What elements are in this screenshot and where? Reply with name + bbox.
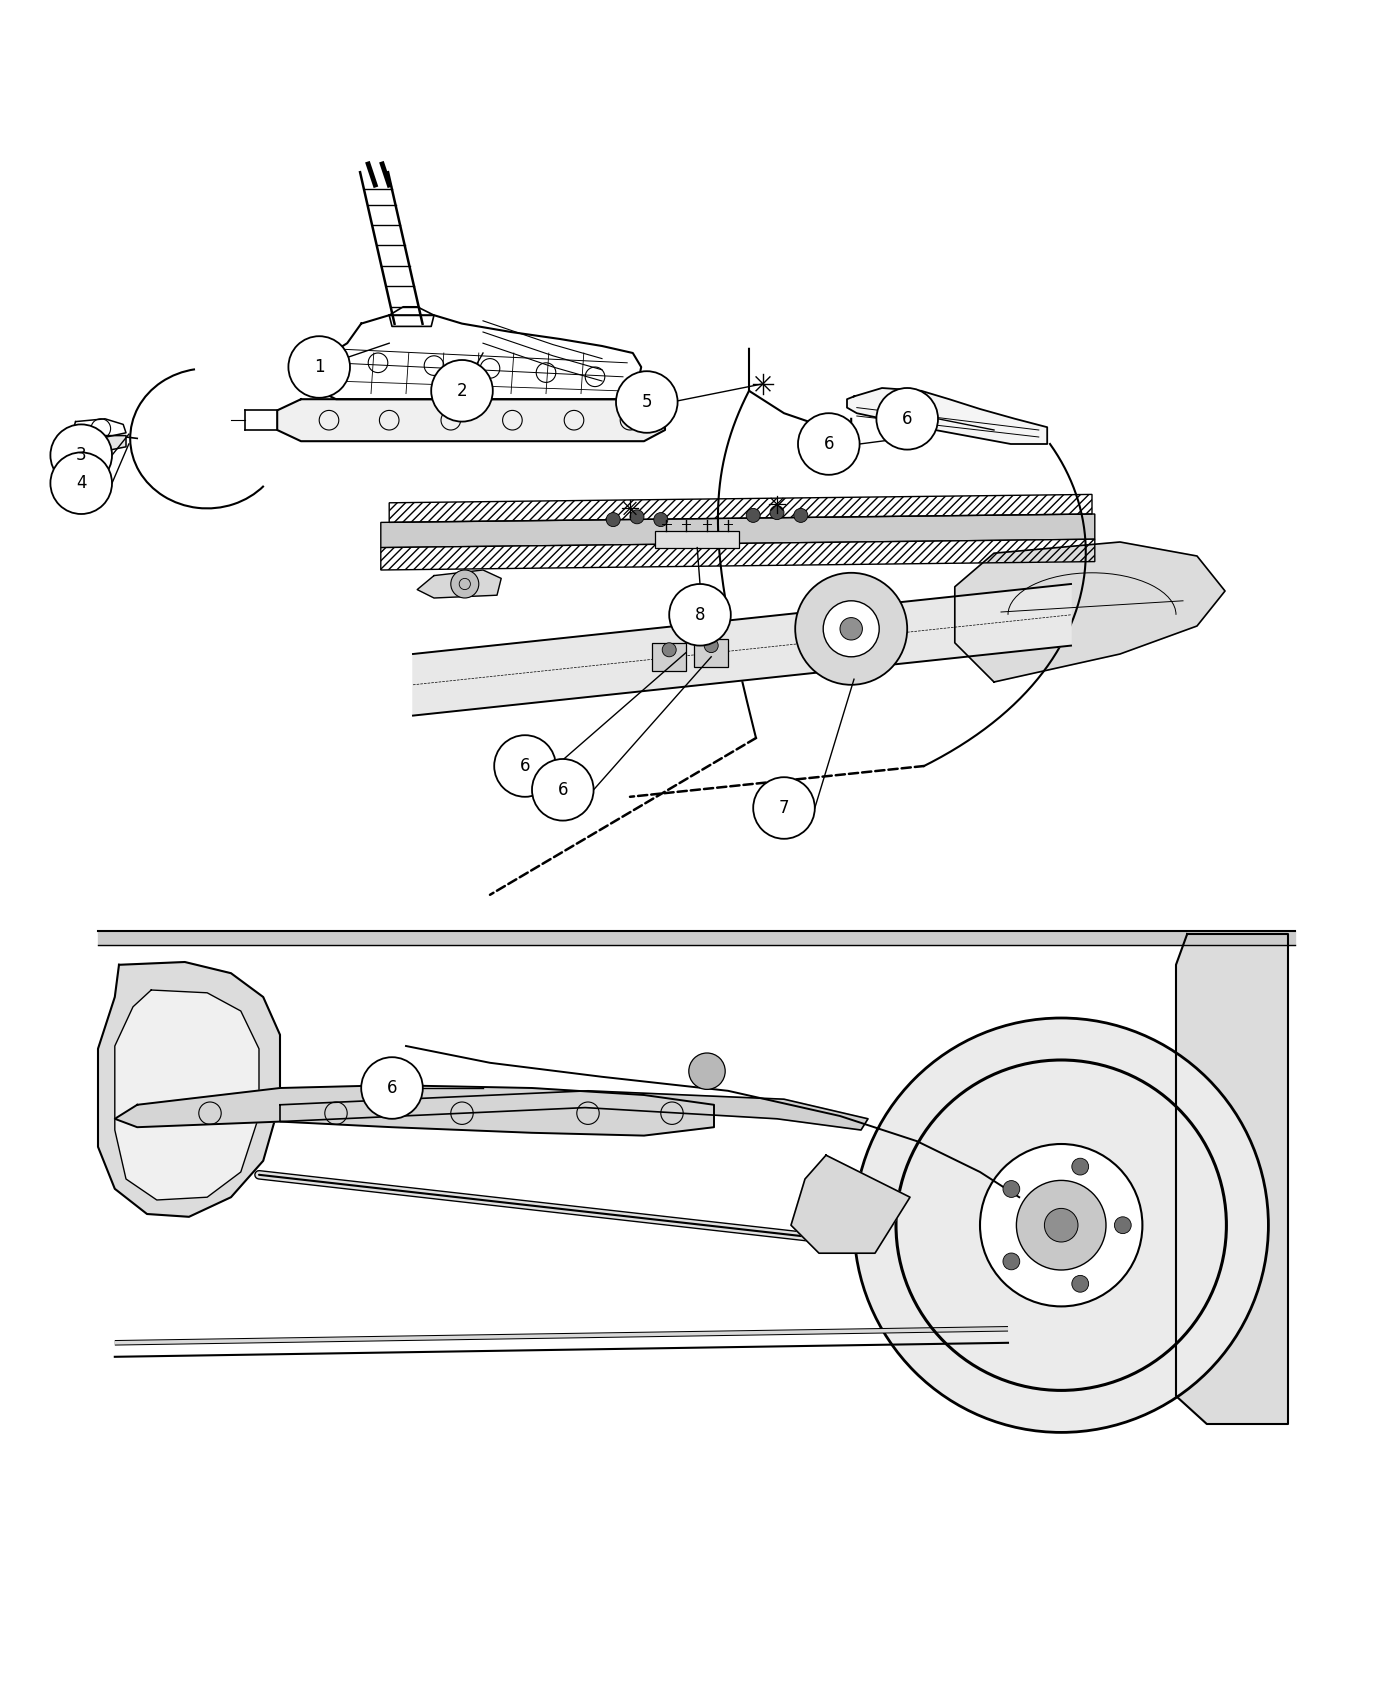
Bar — [694, 639, 728, 666]
Circle shape — [50, 452, 112, 513]
Circle shape — [532, 758, 594, 821]
Circle shape — [795, 573, 907, 685]
Circle shape — [689, 1052, 725, 1090]
Text: 8: 8 — [694, 605, 706, 624]
Polygon shape — [413, 585, 1071, 716]
Polygon shape — [389, 495, 1092, 522]
Circle shape — [1072, 1158, 1089, 1175]
Bar — [652, 643, 686, 672]
Circle shape — [1072, 1275, 1089, 1292]
Polygon shape — [277, 400, 665, 442]
Bar — [655, 530, 739, 547]
Polygon shape — [73, 418, 126, 437]
Circle shape — [1002, 1180, 1019, 1197]
Polygon shape — [1176, 933, 1288, 1425]
Circle shape — [630, 510, 644, 524]
Polygon shape — [417, 570, 501, 598]
Text: 1: 1 — [314, 359, 325, 376]
Polygon shape — [73, 435, 126, 450]
Text: 6: 6 — [902, 410, 913, 428]
Polygon shape — [381, 513, 1095, 547]
Circle shape — [840, 617, 862, 639]
Circle shape — [431, 360, 493, 422]
Polygon shape — [791, 1156, 910, 1253]
Circle shape — [1002, 1253, 1019, 1270]
Circle shape — [50, 425, 112, 486]
Text: 3: 3 — [76, 445, 87, 464]
Text: 6: 6 — [519, 756, 531, 775]
Circle shape — [451, 570, 479, 598]
Circle shape — [361, 1057, 423, 1119]
Polygon shape — [98, 932, 1295, 945]
Circle shape — [704, 639, 718, 653]
Text: 4: 4 — [76, 474, 87, 493]
Circle shape — [1044, 1209, 1078, 1243]
Circle shape — [1016, 1180, 1106, 1270]
Circle shape — [1114, 1217, 1131, 1234]
Text: 6: 6 — [386, 1080, 398, 1096]
Circle shape — [669, 585, 731, 646]
Polygon shape — [955, 542, 1225, 682]
Circle shape — [494, 734, 556, 797]
Polygon shape — [115, 1085, 714, 1136]
Text: 7: 7 — [778, 799, 790, 818]
Circle shape — [794, 508, 808, 522]
Circle shape — [746, 508, 760, 522]
Circle shape — [823, 600, 879, 656]
Circle shape — [876, 388, 938, 449]
Circle shape — [753, 777, 815, 838]
Polygon shape — [316, 314, 641, 400]
Polygon shape — [847, 388, 1047, 444]
Text: 5: 5 — [641, 393, 652, 411]
Circle shape — [798, 413, 860, 474]
Text: 6: 6 — [823, 435, 834, 452]
Text: 6: 6 — [557, 780, 568, 799]
Polygon shape — [98, 962, 280, 1217]
Circle shape — [288, 337, 350, 398]
Circle shape — [616, 371, 678, 434]
Polygon shape — [381, 539, 1095, 570]
Text: 2: 2 — [456, 382, 468, 399]
Circle shape — [606, 513, 620, 527]
Circle shape — [770, 505, 784, 520]
Circle shape — [662, 643, 676, 656]
Circle shape — [854, 1018, 1268, 1433]
Circle shape — [980, 1144, 1142, 1306]
Polygon shape — [115, 989, 259, 1200]
Polygon shape — [389, 306, 434, 326]
Polygon shape — [280, 1091, 868, 1131]
Circle shape — [654, 513, 668, 527]
